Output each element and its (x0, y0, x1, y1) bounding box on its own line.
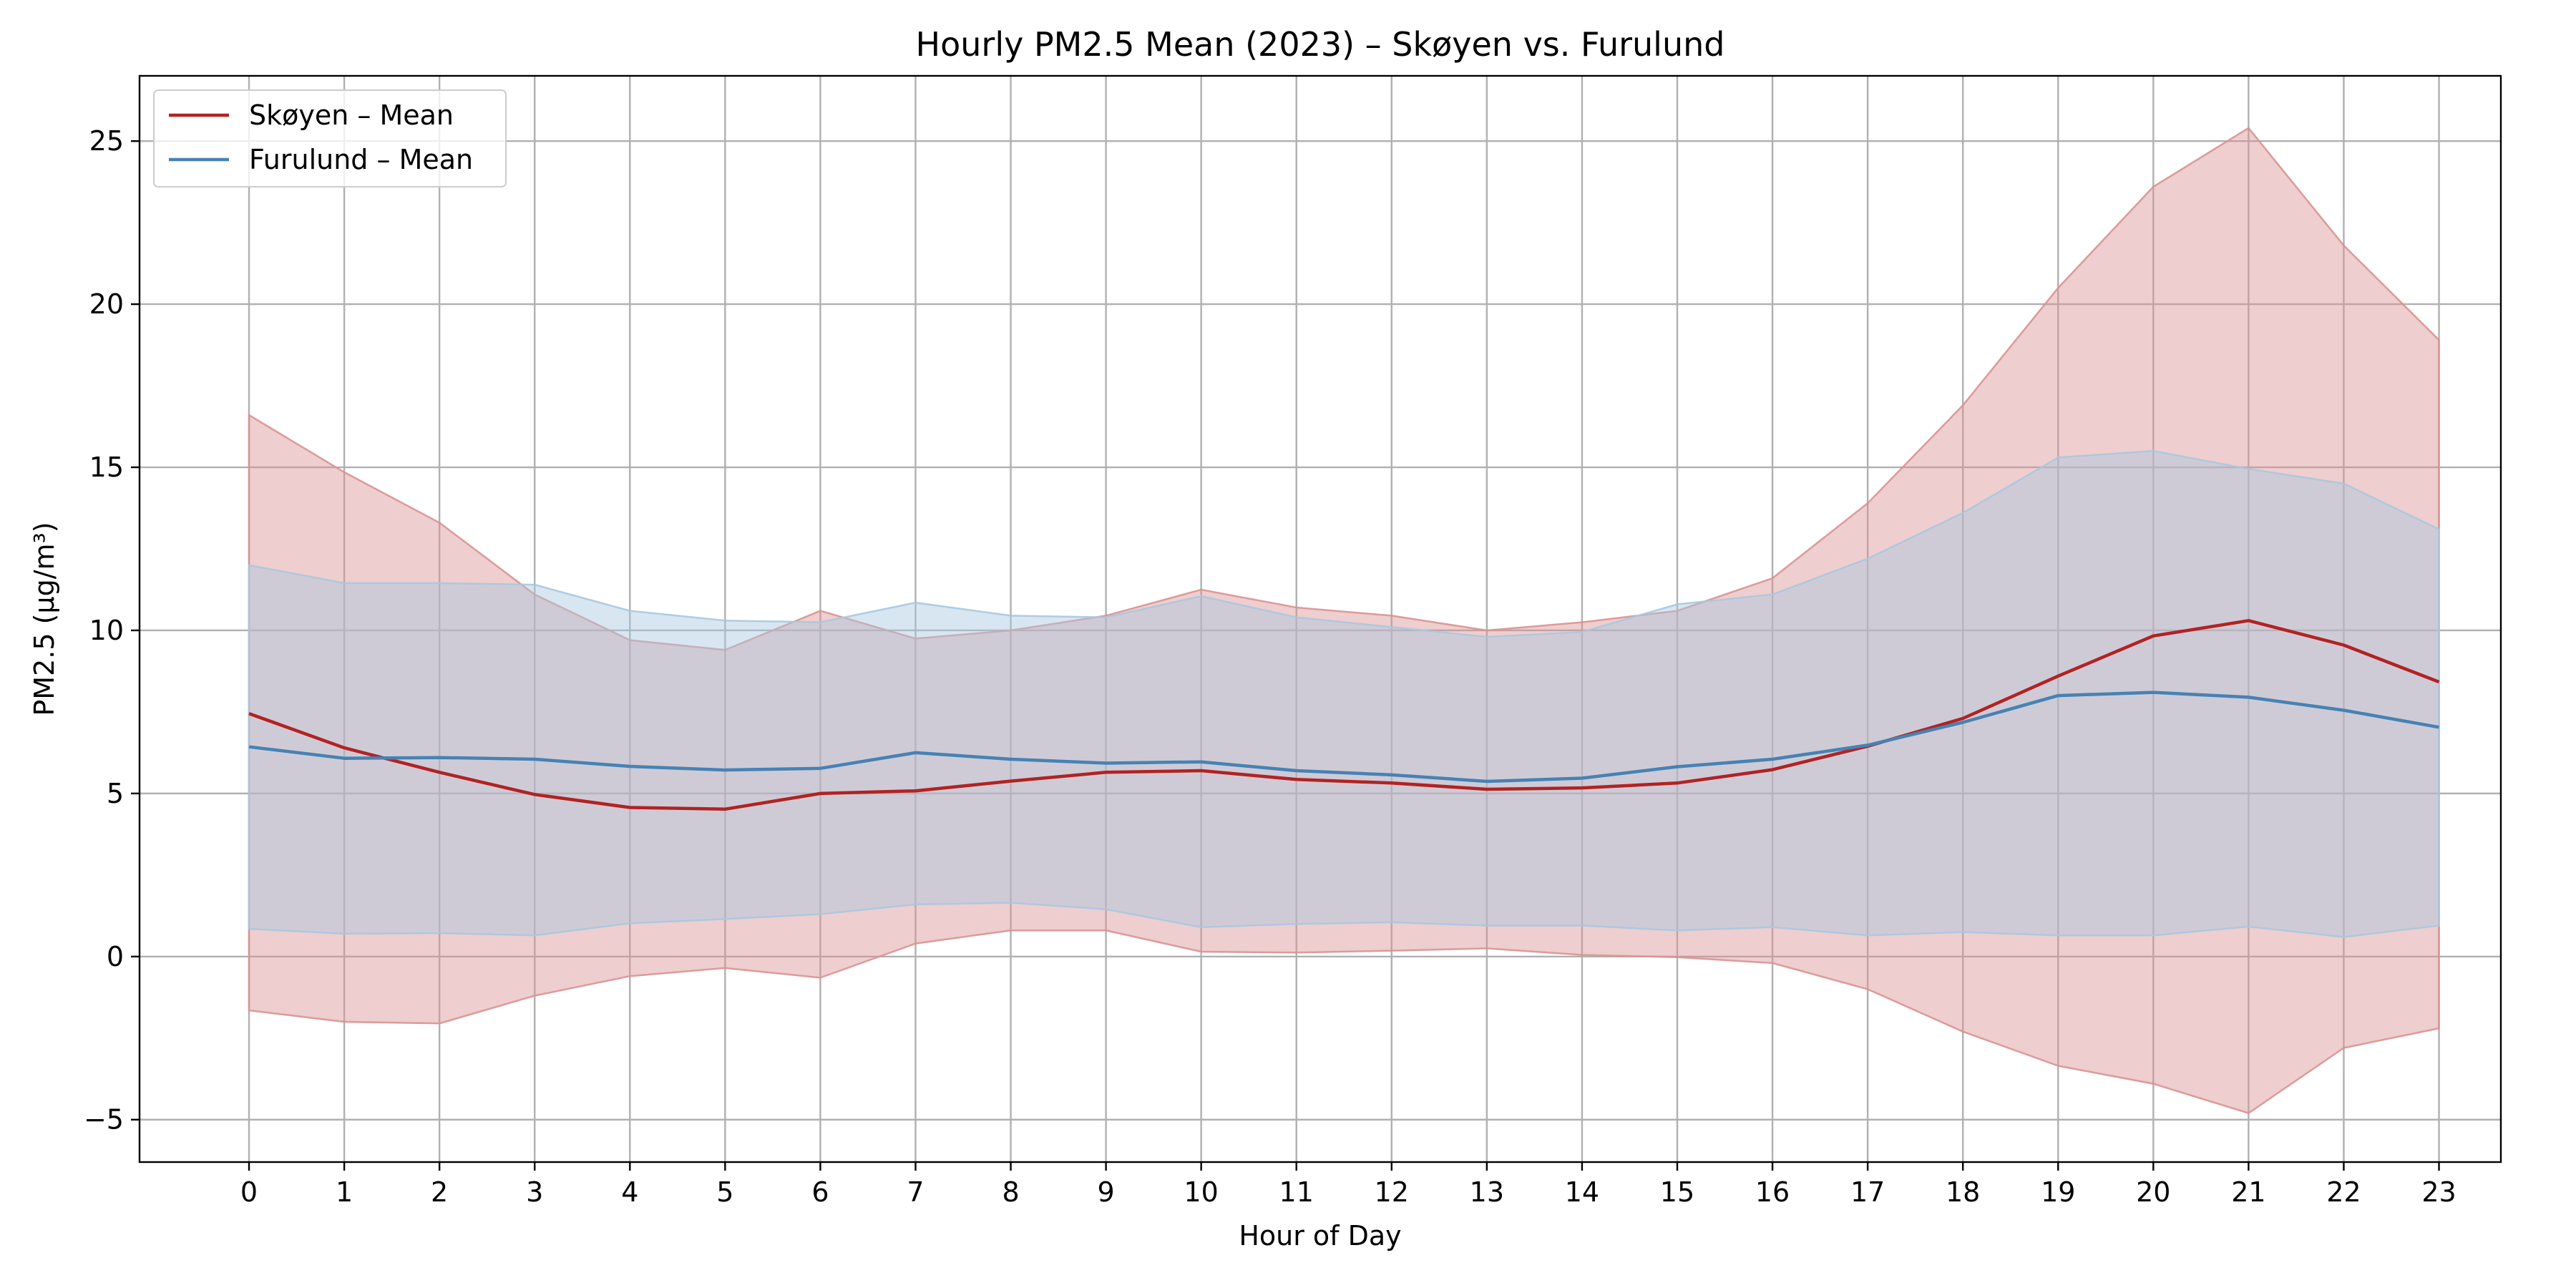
x-tick-label: 17 (1850, 1176, 1885, 1208)
y-tick-label: 10 (89, 615, 124, 646)
x-tick-label: 13 (1470, 1176, 1504, 1208)
furulund-range-band (248, 449, 2440, 938)
band-layer (248, 127, 2440, 1114)
plot-frame (138, 74, 2502, 1163)
x-tick-label: 6 (811, 1176, 829, 1208)
x-tick-label: 10 (1184, 1176, 1218, 1208)
line-layer (248, 619, 2440, 811)
tick-layer: 0 1 2 3 4 5 6 7 8 9 10 11 12 13 14 15 16 17 18 19 20 21 22 23−5… (84, 125, 2457, 1208)
chart-title: Hourly PM2.5 Mean (2023) – Skøyen vs. Fu… (916, 25, 1725, 64)
x-tick-label: 3 (526, 1176, 543, 1208)
y-axis-label: PM2.5 (µg/m³) (29, 522, 60, 716)
x-tick-label: 5 (716, 1176, 733, 1208)
x-tick-label: 19 (2041, 1176, 2075, 1208)
legend-label-furulund: Furulund – Mean (249, 144, 473, 175)
skoyen-mean-line (248, 619, 2440, 811)
y-tick-label: 25 (89, 125, 124, 157)
grid-layer (140, 76, 2501, 1162)
x-tick-label: 9 (1098, 1176, 1115, 1208)
y-tick-label: 15 (89, 452, 124, 483)
x-tick-label: 0 (240, 1176, 258, 1208)
skoyen-range-band (248, 127, 2440, 1114)
y-tick-label: 5 (107, 778, 124, 809)
x-tick-label: 16 (1755, 1176, 1790, 1208)
x-tick-label: 12 (1375, 1176, 1409, 1208)
y-tick-label: 20 (89, 288, 124, 320)
legend: Skøyen – Mean Furulund – Mean (153, 89, 507, 187)
x-tick-label: 15 (1660, 1176, 1694, 1208)
y-tick-label: 0 (107, 941, 124, 972)
x-tick-label: 2 (431, 1176, 448, 1208)
x-axis-label: Hour of Day (1239, 1220, 1401, 1252)
x-tick-label: 7 (907, 1176, 924, 1208)
x-tick-label: 8 (1002, 1176, 1019, 1208)
y-tick-label: −5 (84, 1104, 124, 1136)
x-tick-label: 20 (2136, 1176, 2170, 1208)
x-tick-label: 11 (1279, 1176, 1314, 1208)
x-tick-label: 22 (2326, 1176, 2361, 1208)
x-tick-label: 4 (621, 1176, 638, 1208)
x-tick-label: 23 (2421, 1176, 2456, 1208)
x-tick-label: 1 (336, 1176, 353, 1208)
x-tick-label: 14 (1565, 1176, 1599, 1208)
legend-label-skoyen: Skøyen – Mean (249, 99, 454, 131)
x-tick-label: 21 (2231, 1176, 2265, 1208)
legend-box (153, 89, 507, 187)
furulund-mean-line (248, 691, 2439, 784)
x-tick-label: 18 (1946, 1176, 1980, 1208)
